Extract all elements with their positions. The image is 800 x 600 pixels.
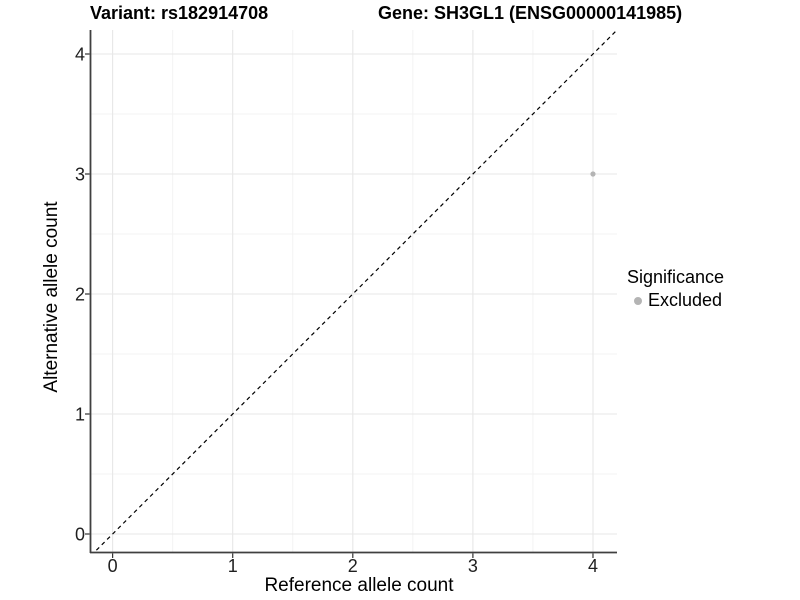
legend-title: Significance — [627, 267, 725, 287]
y-tick-label: 3 — [75, 165, 85, 185]
legend: Significance Excluded — [627, 267, 724, 310]
identity-line — [93, 30, 617, 552]
x-tick-label: 0 — [108, 556, 118, 576]
gene-title: Gene: SH3GL1 (ENSG00000141985) — [378, 3, 683, 23]
x-tick-label: 3 — [468, 556, 478, 576]
y-tick-label: 4 — [75, 45, 85, 65]
variant-title: Variant: rs182914708 — [90, 3, 269, 23]
x-tick-label: 2 — [348, 556, 358, 576]
legend-item-excluded: Excluded — [627, 291, 724, 310]
y-axis-title: Alternative allele count — [41, 201, 62, 393]
legend-key-dot-icon — [634, 296, 642, 305]
y-tick-label: 1 — [75, 405, 85, 425]
data-point — [590, 171, 596, 177]
y-tick-label: 0 — [75, 525, 85, 545]
legend-item-label: Excluded — [648, 290, 723, 310]
x-tick-label: 1 — [228, 556, 238, 576]
y-tick-label: 2 — [75, 285, 85, 305]
x-tick-label: 4 — [588, 556, 598, 576]
x-axis-title: Reference allele count — [264, 575, 454, 596]
